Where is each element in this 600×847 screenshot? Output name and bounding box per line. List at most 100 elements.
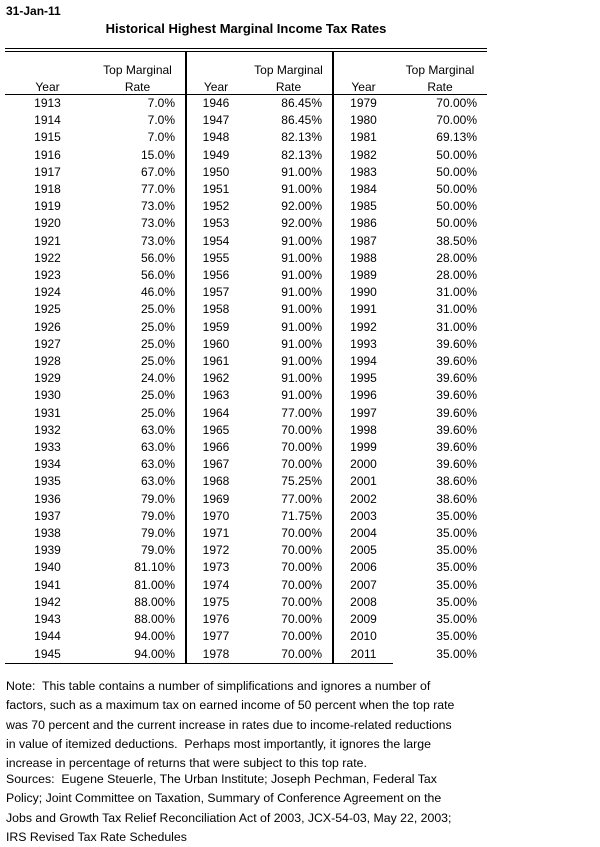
table-row: 1938 79.0% 1971 70.00% 2004 35.00%: [5, 525, 487, 543]
year-cell: 1985: [350, 199, 377, 214]
year-cell: 1987: [350, 233, 377, 248]
table-row: 1941 81.00% 1974 70.00% 2007 35.00%: [5, 576, 487, 594]
rate-cell: 86.45%: [245, 94, 334, 113]
year-cell: 2007: [350, 577, 377, 592]
rate-cell: 25.0%: [90, 301, 187, 319]
rate-cell: 91.00%: [245, 163, 334, 182]
rate-cell: 39.60%: [436, 440, 477, 455]
rate-cell: 91.00%: [245, 181, 334, 199]
table-row: 1921 73.0% 1954 91.00% 1987 38.50%: [5, 232, 487, 250]
header-spacer: [186, 50, 245, 77]
year-cell: 1938: [34, 526, 61, 541]
rate-cell: 39.60%: [436, 388, 477, 403]
rate-cell: 25.0%: [90, 387, 187, 405]
year-cell: 1986: [350, 216, 377, 231]
table-row: 1936 79.0% 1969 77.00% 2002 38.60%: [5, 490, 487, 508]
rate-cell: 35.00%: [436, 594, 477, 609]
table-row: 1935 63.0% 1968 75.25% 2001 38.60%: [5, 473, 487, 491]
year-cell: 1968: [202, 474, 230, 489]
table-row: 1928 25.0% 1961 91.00% 1994 39.60%: [5, 353, 487, 371]
rate-cell: 63.0%: [90, 421, 187, 440]
table-row: 1922 56.0% 1955 91.00% 1988 28.00%: [5, 249, 487, 268]
year-cell: 1945: [5, 645, 90, 664]
header-year: Year: [333, 77, 393, 95]
year-cell: 1997: [350, 405, 377, 420]
rate-cell: 50.00%: [436, 164, 477, 179]
year-cell: 1923: [34, 268, 61, 283]
year-cell: 1989: [350, 268, 377, 283]
rate-cell: 88.00%: [90, 611, 187, 629]
year-cell: 1947: [202, 113, 230, 128]
rate-cell: 70.00%: [436, 113, 477, 128]
year-cell: 1996: [350, 388, 377, 403]
year-cell: 1969: [202, 491, 230, 506]
table-row: 1930 25.0% 1963 91.00% 1996 39.60%: [5, 387, 487, 405]
rate-cell: 63.0%: [90, 456, 187, 474]
rate-cell: 70.00%: [245, 525, 334, 543]
table-row: 1940 81.10% 1973 70.00% 2006 35.00%: [5, 559, 487, 577]
table-row: 1931 25.0% 1964 77.00% 1997 39.60%: [5, 404, 487, 422]
header-row-labels: Year Rate Year Rate Year Rate: [5, 77, 487, 95]
year-cell: 1981: [350, 130, 377, 145]
rate-cell: 25.0%: [90, 353, 187, 371]
rate-cell: 39.60%: [436, 354, 477, 369]
rate-cell: 79.0%: [90, 542, 187, 560]
rate-cell: 70.00%: [245, 559, 334, 577]
rate-cell: 70.00%: [245, 421, 334, 440]
rate-cell: 50.00%: [436, 216, 477, 231]
rate-cell: 38.60%: [436, 491, 477, 506]
table-row: 1942 88.00% 1975 70.00% 2008 35.00%: [5, 593, 487, 612]
year-cell: 1933: [34, 440, 61, 455]
header-top-marginal: Top Marginal: [405, 63, 475, 77]
year-cell: 1927: [34, 336, 61, 351]
year-cell: 1956: [202, 268, 230, 283]
rate-cell: 88.00%: [90, 593, 187, 612]
year-cell: 1998: [350, 422, 377, 437]
rate-cell: 70.00%: [245, 645, 334, 664]
table-row: 1939 79.0% 1972 70.00% 2005 35.00%: [5, 542, 487, 560]
year-cell: 1995: [350, 371, 377, 386]
year-cell: 1924: [34, 285, 61, 300]
year-cell: 1930: [34, 388, 61, 403]
table-row: 1919 73.0% 1952 92.00% 1985 50.00%: [5, 198, 487, 216]
rate-cell: 91.00%: [245, 249, 334, 268]
rate-cell: 91.00%: [245, 301, 334, 319]
year-cell: 1994: [350, 354, 377, 369]
header-rate: Rate: [245, 77, 334, 95]
year-cell: 1955: [202, 250, 230, 265]
year-cell: 1975: [202, 594, 230, 609]
rate-cell: 77.00%: [245, 490, 334, 508]
rate-cell: 38.60%: [436, 474, 477, 489]
year-cell: 1992: [350, 319, 377, 334]
year-cell: 1979: [350, 96, 377, 110]
rate-cell: 35.00%: [436, 629, 477, 644]
year-cell: 1958: [202, 302, 230, 317]
table-row: 1915 7.0% 1948 82.13% 1981 69.13%: [5, 129, 487, 147]
year-cell: 1965: [202, 422, 230, 437]
rate-cell: 86.45%: [245, 112, 334, 130]
rate-cell: 50.00%: [436, 199, 477, 214]
year-cell: 1916: [34, 147, 61, 162]
rate-cell: 70.00%: [245, 576, 334, 594]
year-cell: 1918: [34, 182, 61, 197]
year-cell: 1944: [34, 629, 61, 644]
table-row: 1945 94.00% 1978 70.00% 2011 35.00%: [5, 645, 487, 664]
rate-cell: 79.0%: [90, 490, 187, 508]
rate-cell: 39.60%: [436, 336, 477, 351]
rate-cell: 91.00%: [245, 353, 334, 371]
table-row: 1929 24.0% 1962 91.00% 1995 39.60%: [5, 370, 487, 388]
rate-cell: 63.0%: [90, 439, 187, 457]
year-cell: 1964: [202, 405, 230, 420]
rate-cell: 81.00%: [90, 576, 187, 594]
year-cell: 1931: [34, 405, 61, 420]
rate-cell: 70.00%: [245, 542, 334, 560]
year-cell: 2011: [333, 645, 393, 664]
rate-cell: 46.0%: [90, 284, 187, 302]
header-spacer: [333, 50, 393, 77]
rate-cell: 73.0%: [90, 232, 187, 250]
note-text: Note: This table contains a number of si…: [6, 679, 455, 771]
year-cell: 1920: [34, 216, 61, 231]
table-row: 1914 7.0% 1947 86.45% 1980 70.00%: [5, 112, 487, 130]
table-row: 1923 56.0% 1956 91.00% 1989 28.00%: [5, 267, 487, 285]
rate-cell: 70.00%: [245, 628, 334, 646]
